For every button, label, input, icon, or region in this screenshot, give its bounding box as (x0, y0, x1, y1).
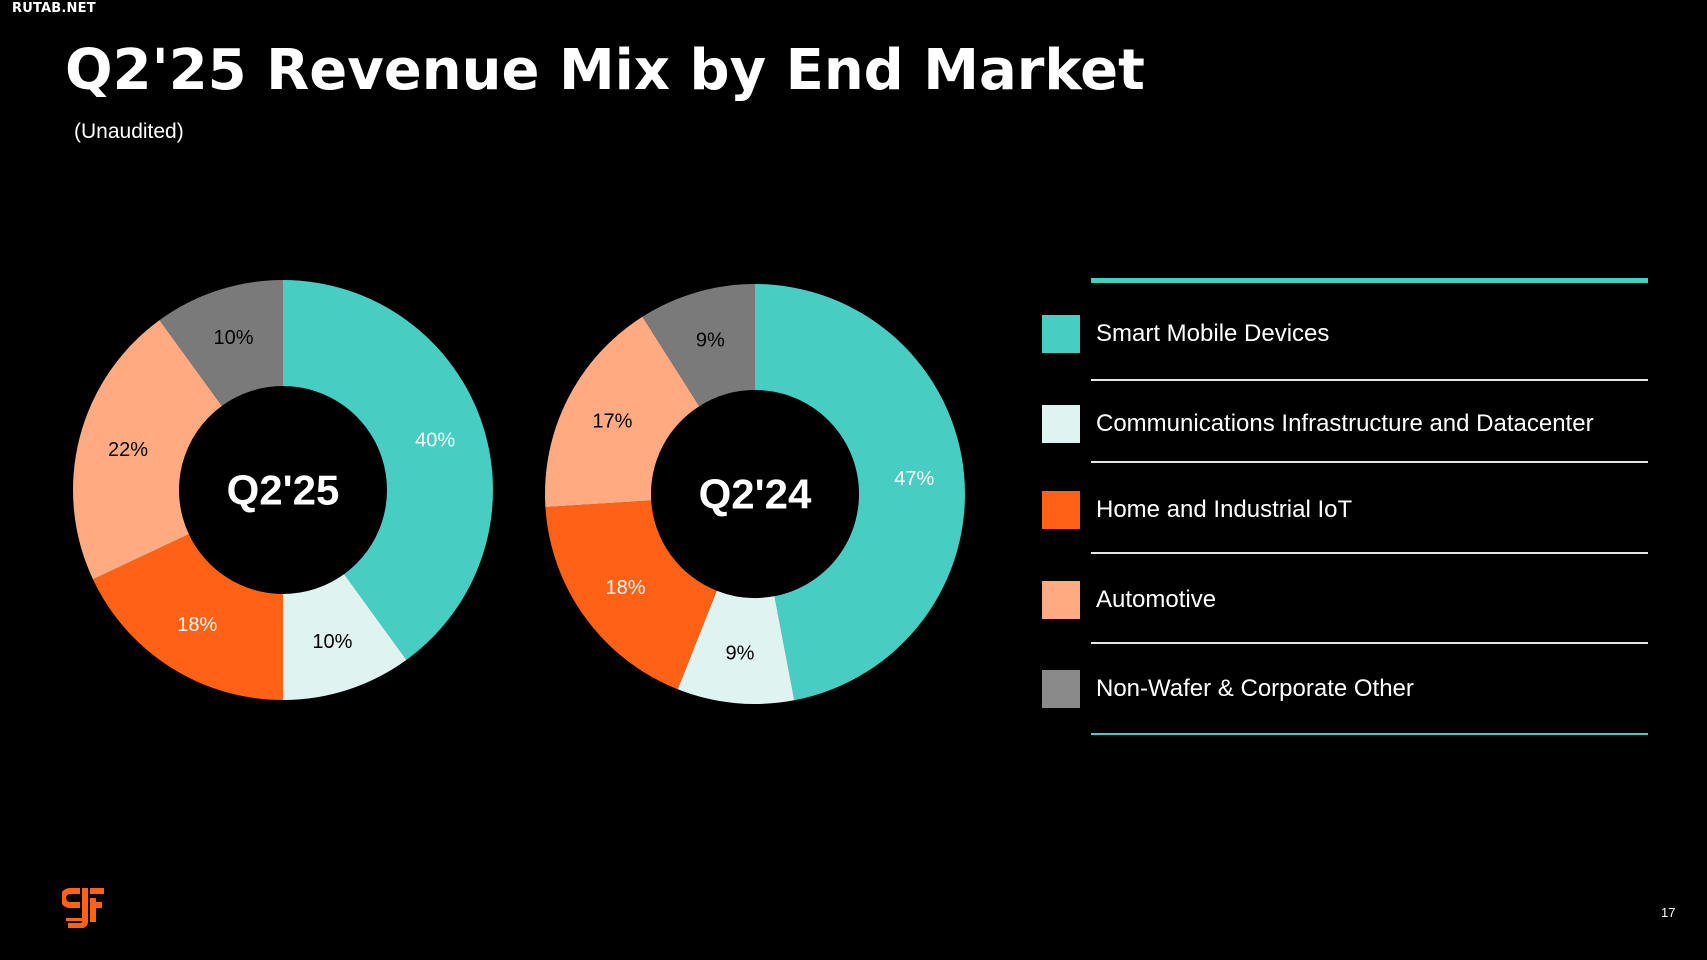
legend-divider (1091, 461, 1648, 463)
donut-slice (283, 280, 494, 660)
slice-label: 9% (725, 642, 754, 664)
legend-label: Smart Mobile Devices (1096, 320, 1330, 347)
slice-label: 10% (214, 327, 254, 349)
slice-label: 9% (696, 329, 725, 351)
slice-label: 18% (177, 614, 217, 636)
donut-slice (755, 284, 966, 701)
legend-divider (1091, 379, 1648, 381)
legend-label: Non-Wafer & Corporate Other (1096, 675, 1414, 702)
slice-label: 18% (606, 577, 646, 599)
donut-slice (92, 534, 283, 700)
slice-label: 10% (312, 631, 352, 653)
donut-slice (642, 284, 755, 407)
legend-item-automotive: Automotive (1040, 579, 1648, 619)
legend-swatch (1042, 491, 1080, 529)
slice-label: 17% (592, 410, 632, 432)
legend-item-home-industrial: Home and Industrial IoT (1040, 489, 1648, 529)
slice-label: 40% (415, 430, 455, 452)
legend-top-rule (1091, 278, 1648, 283)
donut-center-label: Q2'25 (227, 467, 340, 514)
donut-chart-q225: 40% 10% 18% 22% 10% Q2'25 (73, 280, 494, 700)
legend-bottom-rule (1091, 733, 1648, 735)
donut-center-label: Q2'24 (699, 471, 812, 518)
legend-divider (1091, 552, 1648, 554)
donut-slice (159, 280, 283, 406)
donut-slice (283, 574, 407, 700)
legend-swatch (1042, 581, 1080, 619)
legend-label: Home and Industrial IoT (1096, 496, 1353, 523)
gf-logo-icon (62, 888, 104, 928)
donut-slice (545, 500, 717, 690)
donut-slice (677, 590, 795, 705)
page-title: Q2'25 Revenue Mix by End Market (65, 38, 1145, 103)
legend-item-smart-mobile: Smart Mobile Devices (1040, 313, 1648, 353)
slice-label: 47% (894, 468, 934, 490)
legend-swatch (1042, 405, 1080, 443)
slice-label: 22% (108, 439, 148, 461)
legend-divider (1091, 642, 1648, 644)
legend-item-non-wafer: Non-Wafer & Corporate Other (1040, 668, 1648, 708)
legend-label: Automotive (1096, 586, 1217, 613)
legend-swatch (1042, 315, 1080, 353)
legend-label: Communications Infrastructure and Datace… (1096, 410, 1594, 437)
donut-slice (545, 316, 700, 508)
page-number: 17 (1661, 905, 1676, 920)
legend-swatch (1042, 670, 1080, 708)
donut-slice (73, 320, 222, 580)
watermark: RUTAB.NET (12, 1, 96, 16)
donut-chart-q224: 47% 9% 18% 17% 9% Q2'24 (545, 284, 966, 705)
legend-item-communications: Communications Infrastructure and Datace… (1040, 403, 1648, 443)
page-subtitle: (Unaudited) (74, 120, 184, 143)
